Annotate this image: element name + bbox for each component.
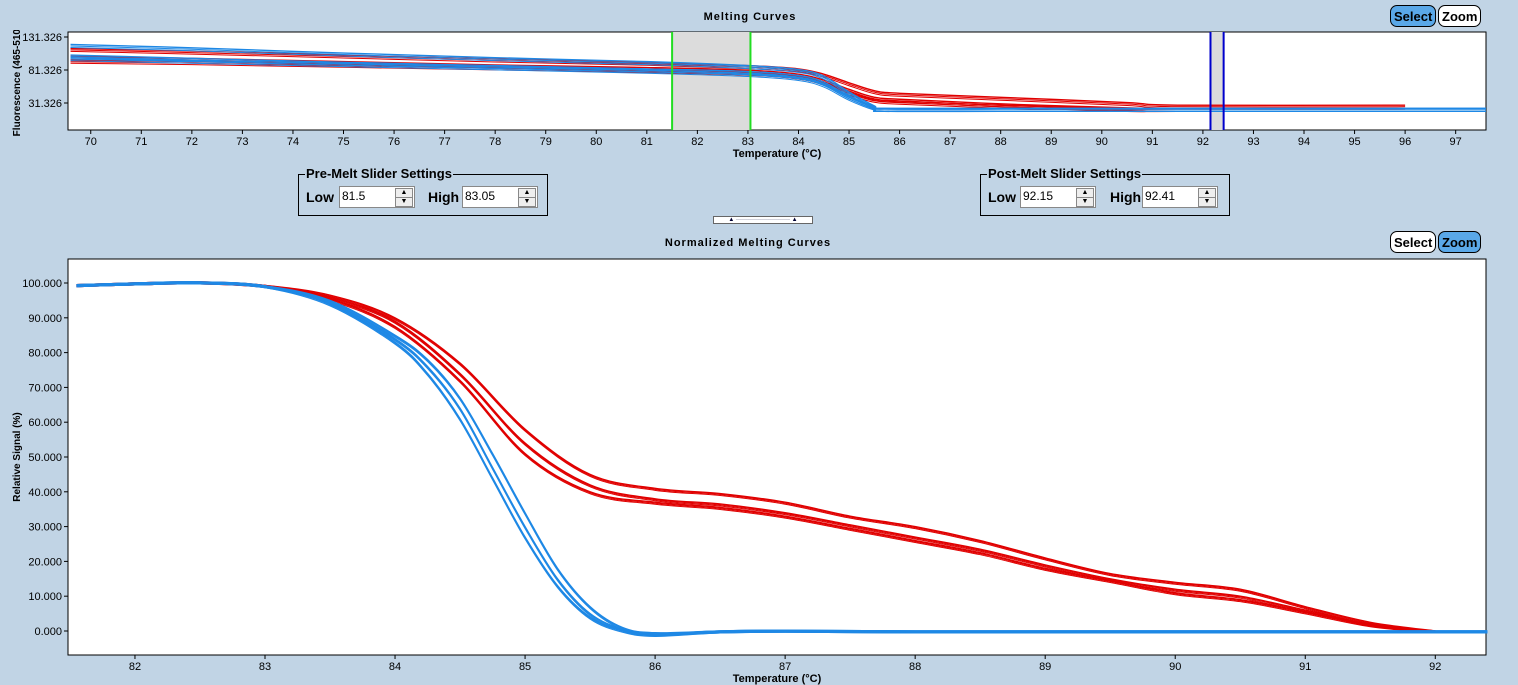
pre-melt-low-input[interactable] <box>341 188 395 204</box>
pre-melt-high-label: High <box>428 189 460 205</box>
series-line-blue-3-replicate <box>76 282 1488 636</box>
x-tick-label: 88 <box>995 136 1007 148</box>
y-tick-label: 70.000 <box>28 382 62 394</box>
series-line-blue-3 <box>76 281 1488 636</box>
x-tick-label: 90 <box>1096 136 1108 148</box>
spin-down-icon[interactable]: ▼ <box>1076 197 1094 207</box>
post-melt-region <box>1210 32 1224 130</box>
series-line-red-1 <box>76 281 1436 632</box>
top-zoom-button[interactable]: Zoom <box>1438 5 1482 27</box>
y-tick-label: 10.000 <box>28 591 62 603</box>
post-melt-low-input[interactable] <box>1022 188 1076 204</box>
pre-melt-legend: Pre-Melt Slider Settings <box>305 166 453 181</box>
post-melt-high-label: High <box>1110 189 1142 205</box>
y-tick-label: 81.326 <box>28 65 62 77</box>
x-tick-label: 73 <box>236 136 248 148</box>
x-tick-label: 79 <box>540 136 552 148</box>
x-tick-label: 85 <box>843 136 855 148</box>
post-melt-high-spinner[interactable]: ▲ ▼ <box>1142 186 1218 208</box>
y-tick-label: 131.326 <box>22 32 62 44</box>
x-tick-label: 82 <box>129 661 141 673</box>
x-tick-label: 85 <box>519 661 531 673</box>
x-tick-label: 92 <box>1429 661 1441 673</box>
x-tick-label: 92 <box>1197 136 1209 148</box>
top-chart-title: Melting Curves <box>703 11 797 23</box>
y-tick-label: 100.000 <box>22 278 62 290</box>
x-tick-label: 96 <box>1399 136 1411 148</box>
y-tick-label: 31.326 <box>28 98 62 110</box>
pre-melt-settings: Pre-Melt Slider Settings Low ▲ ▼ High ▲ … <box>298 166 548 216</box>
x-tick-label: 91 <box>1299 661 1311 673</box>
bottom-select-button[interactable]: Select <box>1390 231 1437 253</box>
y-tick-label: 30.000 <box>28 522 62 534</box>
pre-melt-low-spinner[interactable]: ▲ ▼ <box>339 186 415 208</box>
series-line-blue-3 <box>70 56 1486 110</box>
post-melt-settings: Post-Melt Slider Settings Low ▲ ▼ High ▲… <box>980 166 1230 216</box>
x-tick-label: 72 <box>186 136 198 148</box>
x-tick-label: 87 <box>944 136 956 148</box>
y-tick-label: 90.000 <box>28 313 62 325</box>
series-line-red-3 <box>76 281 1436 632</box>
x-axis-label: Temperature (°C) <box>733 148 822 160</box>
y-tick-label: 50.000 <box>28 452 62 464</box>
y-tick-label: 20.000 <box>28 556 62 568</box>
x-tick-label: 91 <box>1146 136 1158 148</box>
x-tick-label: 74 <box>287 136 299 148</box>
x-axis-label: Temperature (°C) <box>733 673 822 685</box>
plot-area <box>67 31 1487 131</box>
series-line-blue-3-replicate <box>70 58 1486 111</box>
post-melt-high-input[interactable] <box>1144 188 1198 204</box>
pre-melt-region <box>672 32 751 130</box>
x-tick-label: 88 <box>909 661 921 673</box>
normalized-melting-curves-chart[interactable]: 82 83 84 85 86 87 88 89 90 91 92 100.000 90.000 80.00… <box>0 255 1518 685</box>
splitter-handle[interactable]: ▲ ··························· ▲ <box>713 216 813 224</box>
melting-curves-chart[interactable]: 70 71 72 73 74 75 76 77 78 79 80 81 82 83 84 85 86 87 88 89… <box>0 30 1518 165</box>
post-melt-low-label: Low <box>988 189 1016 205</box>
x-tick-label: 83 <box>742 136 754 148</box>
spin-down-icon[interactable]: ▼ <box>395 197 413 207</box>
y-axis-label: Relative Signal (%) <box>12 412 23 501</box>
y-tick-label: 40.000 <box>28 487 62 499</box>
bottom-zoom-button[interactable]: Zoom <box>1438 231 1482 253</box>
x-tick-label: 78 <box>489 136 501 148</box>
series-line-red-2 <box>76 281 1436 632</box>
x-tick-label: 70 <box>85 136 97 148</box>
pre-melt-high-spinner[interactable]: ▲ ▼ <box>462 186 538 208</box>
bottom-chart-title: Normalized Melting Curves <box>664 237 832 249</box>
post-melt-low-spinner[interactable]: ▲ ▼ <box>1020 186 1096 208</box>
x-tick-label: 84 <box>389 661 401 673</box>
x-tick-label: 95 <box>1348 136 1360 148</box>
x-tick-label: 87 <box>779 661 791 673</box>
x-tick-label: 89 <box>1039 661 1051 673</box>
y-tick-label: 80.000 <box>28 348 62 360</box>
x-tick-label: 81 <box>641 136 653 148</box>
x-tick-label: 76 <box>388 136 400 148</box>
x-tick-label: 71 <box>135 136 147 148</box>
pre-melt-low-label: Low <box>306 189 334 205</box>
series-line-blue-3-replicate <box>70 60 1486 113</box>
x-tick-label: 94 <box>1298 136 1310 148</box>
y-tick-label: 60.000 <box>28 417 62 429</box>
x-tick-label: 93 <box>1247 136 1259 148</box>
y-tick-label: 0.000 <box>34 626 62 638</box>
top-select-button[interactable]: Select <box>1390 5 1437 27</box>
x-tick-label: 83 <box>259 661 271 673</box>
post-melt-legend: Post-Melt Slider Settings <box>987 166 1143 181</box>
pre-melt-high-input[interactable] <box>464 188 518 204</box>
y-axis-label: Fluorescence (465-510) <box>12 30 23 136</box>
x-tick-label: 75 <box>337 136 349 148</box>
x-tick-label: 89 <box>1045 136 1057 148</box>
x-tick-label: 82 <box>691 136 703 148</box>
x-tick-label: 86 <box>893 136 905 148</box>
plot-area <box>67 258 1487 656</box>
series-line-blue-3-replicate <box>76 283 1488 637</box>
x-tick-label: 77 <box>438 136 450 148</box>
x-tick-label: 90 <box>1169 661 1181 673</box>
x-tick-label: 84 <box>792 136 804 148</box>
x-tick-label: 97 <box>1450 136 1462 148</box>
spin-down-icon[interactable]: ▼ <box>1198 197 1216 207</box>
x-tick-label: 80 <box>590 136 602 148</box>
x-tick-label: 86 <box>649 661 661 673</box>
spin-down-icon[interactable]: ▼ <box>518 197 536 207</box>
